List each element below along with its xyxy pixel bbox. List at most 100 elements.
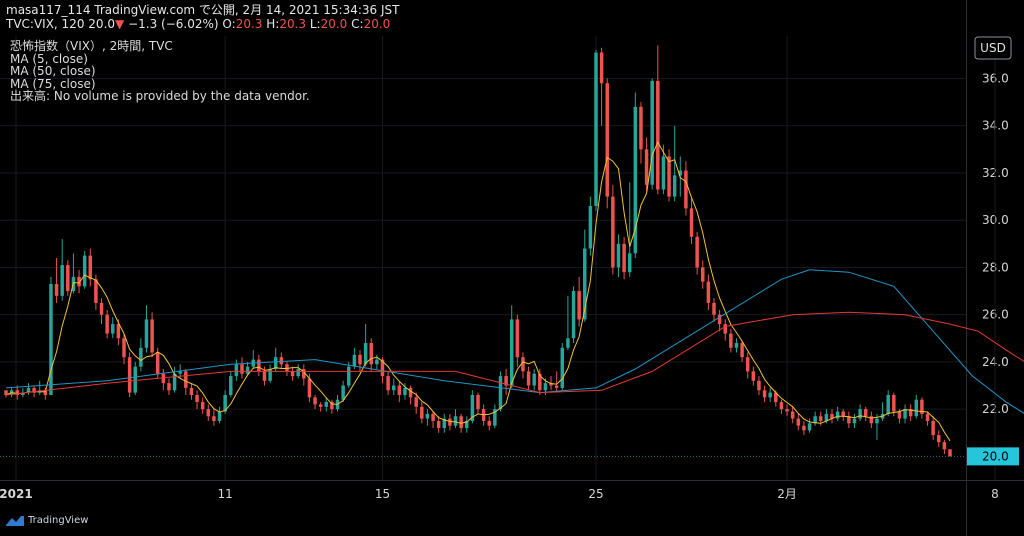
candle-body [302, 369, 306, 379]
legend-ma75[interactable]: MA (75, close) [10, 76, 96, 91]
close-value: 20.0 [363, 17, 391, 31]
ma50-line [5, 269, 1024, 414]
candle-body [257, 359, 261, 372]
candle-body [689, 208, 694, 237]
candle-body [229, 376, 233, 395]
candle-body [717, 314, 722, 325]
candle-body [49, 283, 53, 395]
low-label: L: [309, 17, 321, 31]
candle-body [774, 392, 778, 403]
candle-body [195, 394, 199, 403]
candle-body [476, 394, 480, 410]
candle-body [504, 376, 508, 386]
candle-body [273, 357, 278, 369]
candle-body [931, 420, 935, 436]
candle-body [903, 409, 907, 419]
candle-body [847, 416, 851, 424]
candle-body [695, 236, 699, 268]
legend-ma5[interactable]: MA (5, close) [10, 51, 88, 66]
candle-body [380, 359, 385, 377]
candle-body [178, 371, 182, 374]
candle-body [751, 371, 756, 381]
candle-body [538, 373, 542, 391]
candle-body [740, 343, 744, 358]
chart-legend: 恐怖指数（VIX）, 2時間, TVC MA (5, close) MA (50… [10, 40, 310, 103]
candle-body [942, 442, 947, 450]
brand-name: TradingView [28, 515, 89, 526]
candle-body [925, 413, 930, 421]
candle-body [886, 394, 890, 414]
candle-body [948, 449, 952, 457]
candle-body [420, 406, 424, 419]
candle-body [99, 302, 104, 315]
candle-body [863, 409, 868, 417]
x-tick-label: 2月 [777, 487, 797, 501]
candle-body [200, 402, 205, 410]
candle-body [549, 383, 553, 386]
candle-body [442, 418, 447, 429]
candle-body [245, 366, 250, 374]
candle-body [313, 397, 317, 405]
x-tick-label: 25 [588, 487, 603, 501]
legend-ma50[interactable]: MA (50, close) [10, 64, 96, 78]
tradingview-logo[interactable]: TradingView [6, 515, 88, 526]
candle-body [425, 413, 430, 419]
candle-body [599, 52, 604, 84]
candle-body [358, 354, 362, 365]
candle-body [835, 411, 840, 419]
candle-body [622, 243, 626, 273]
candle-body [397, 385, 402, 395]
candle-body [706, 281, 711, 303]
legend-volume[interactable]: 出来高: No volume is provided by the data v… [10, 89, 310, 103]
candle-body [785, 409, 789, 412]
candle-body [498, 376, 503, 410]
candle-body [375, 359, 379, 365]
x-tick-label: 15 [375, 487, 390, 501]
candle-body [841, 411, 845, 417]
candle-body [279, 357, 284, 365]
candle-body [577, 291, 581, 320]
candle-body [54, 283, 59, 296]
candle-body [611, 196, 615, 268]
candle-body [290, 371, 295, 377]
candle-body [937, 435, 941, 443]
candle-body [627, 253, 632, 273]
candle-body [487, 420, 491, 426]
last-price: 20.0 [88, 17, 116, 31]
candle-body [318, 404, 323, 407]
candle-body [330, 402, 334, 410]
candle-body [88, 255, 93, 280]
high-value: 20.3 [279, 17, 307, 31]
candle-body [341, 385, 345, 400]
candle-body [897, 411, 902, 419]
candle-body [448, 418, 452, 426]
candle-body [268, 369, 272, 381]
candle-body [745, 357, 750, 372]
symbol-label: TVC:VIX, 120 [6, 17, 85, 31]
candle-body [813, 416, 817, 424]
candle-body [307, 378, 312, 398]
candle-body [920, 399, 924, 414]
candle-body [571, 291, 576, 339]
candle-body [526, 371, 531, 386]
candle-body [206, 409, 211, 417]
candle-body [644, 149, 649, 185]
candle-body [60, 265, 64, 296]
candle-body [296, 369, 300, 377]
candle-body [757, 380, 761, 391]
candle-body [391, 385, 396, 391]
publish-info: masa117_114 TradingView.com で公開, 2月 14, … [6, 3, 400, 17]
candle-body [234, 364, 239, 377]
candle-body [324, 402, 329, 407]
candle-body [386, 376, 390, 391]
candle-body [892, 394, 896, 412]
candle-body [914, 399, 919, 417]
candle-body [566, 338, 570, 348]
candle-body [436, 420, 441, 429]
candle-body [363, 343, 368, 365]
candle-body [453, 416, 458, 426]
candle-body [869, 416, 874, 424]
candle-body [588, 206, 593, 249]
legend-title[interactable]: 恐怖指数（VIX）, 2時間, TVC [10, 39, 173, 53]
